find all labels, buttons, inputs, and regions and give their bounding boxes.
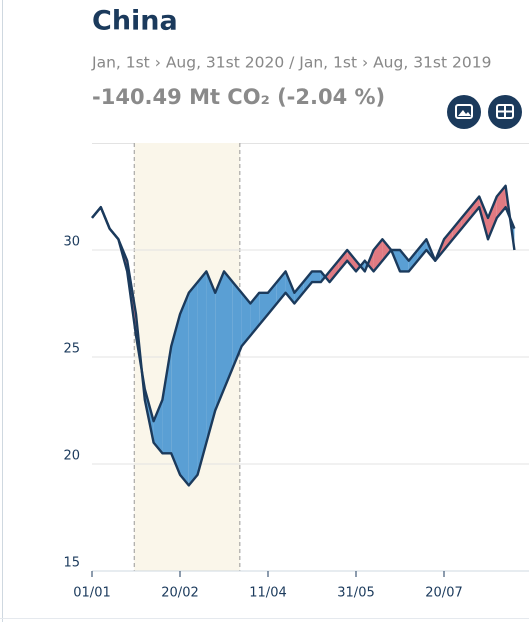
difference-area xyxy=(241,292,251,347)
x-tick-label: 11/04 xyxy=(249,586,286,601)
series-line xyxy=(91,206,516,423)
difference-area xyxy=(461,207,471,229)
difference-area xyxy=(408,250,418,272)
difference-area xyxy=(232,282,242,368)
x-tick-label: 01/01 xyxy=(73,586,110,601)
difference-area xyxy=(303,271,312,293)
x-tick-label: 31/05 xyxy=(337,586,374,601)
series-line xyxy=(91,184,516,487)
difference-area xyxy=(312,271,321,283)
y-tick-label: 20 xyxy=(63,449,80,464)
difference-area xyxy=(224,271,233,390)
difference-area xyxy=(400,250,409,272)
difference-area xyxy=(444,228,453,250)
difference-area xyxy=(373,239,383,272)
chart-title: China xyxy=(92,6,178,37)
x-tick-label: 20/02 xyxy=(161,586,198,601)
y-tick-label: 15 xyxy=(63,556,80,571)
image-icon xyxy=(458,110,471,116)
difference-area xyxy=(382,239,392,261)
difference-area xyxy=(180,292,189,486)
difference-area xyxy=(488,196,497,240)
difference-area xyxy=(338,250,348,272)
difference-area xyxy=(206,271,216,443)
image-icon xyxy=(455,104,473,119)
difference-area xyxy=(294,282,304,304)
difference-area xyxy=(197,271,207,475)
difference-area xyxy=(162,346,172,454)
image-button[interactable] xyxy=(447,95,481,129)
difference-area xyxy=(452,217,462,240)
table-button[interactable] xyxy=(488,95,522,129)
summary: -140.49 Mt CO₂ (-2.04 %) xyxy=(92,85,385,109)
y-tick-label: 25 xyxy=(63,342,80,357)
y-tick-label: 30 xyxy=(63,235,80,250)
difference-area xyxy=(276,271,286,304)
difference-area xyxy=(470,196,480,218)
x-tick-label: 20/07 xyxy=(425,586,462,601)
difference-area xyxy=(250,292,260,336)
difference-area xyxy=(188,282,198,486)
subtitle: Jan, 1st › Aug, 31st 2020 / Jan, 1st › A… xyxy=(91,54,491,72)
difference-area xyxy=(347,250,356,272)
difference-area xyxy=(153,399,163,454)
difference-area xyxy=(171,314,180,475)
difference-area xyxy=(417,239,427,261)
difference-area xyxy=(329,260,339,283)
difference-area xyxy=(215,271,224,411)
